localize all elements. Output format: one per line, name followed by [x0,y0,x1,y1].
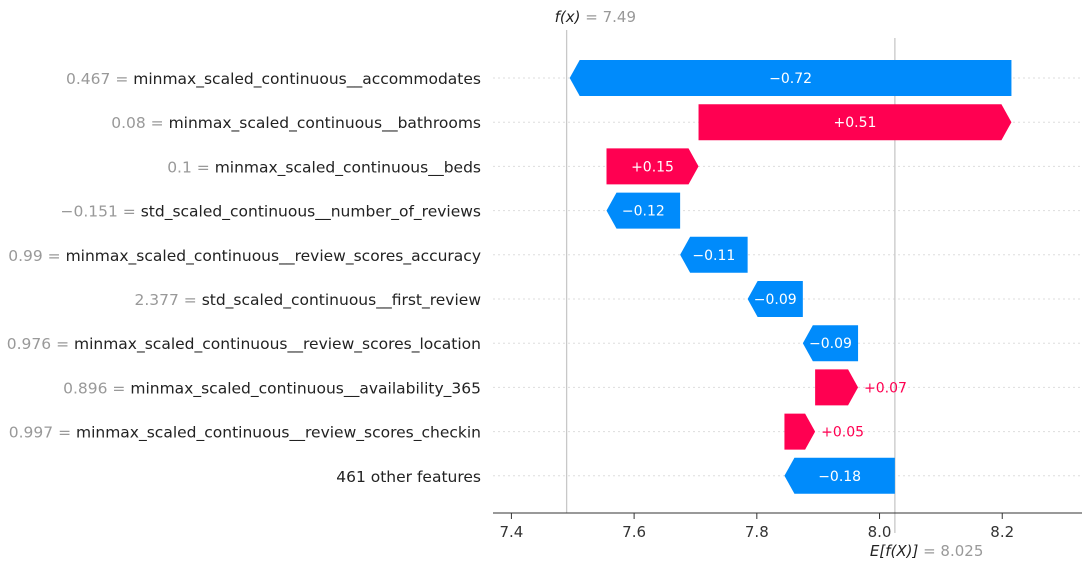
feature-label: 0.1 = minmax_scaled_continuous__beds [167,158,481,177]
bars: −0.72 +0.51 +0.15 −0.12 −0.11 −0.09 −0.09 +0.07… [569,60,1012,494]
feature-value: 0.99 = [8,247,65,265]
feature-name: minmax_scaled_continuous__review_scores_… [74,335,481,354]
efx-annotation: E[f(X)] = 8.025 [870,542,984,560]
efx-label: E[f(X)] [870,542,923,560]
x-tick-label: 8.2 [990,523,1014,541]
feature-value: 0.976 = [7,335,74,353]
bar-value-label: −0.12 [622,204,665,220]
bar-value-label: +0.05 [821,425,864,441]
feature-name: minmax_scaled_continuous__bathrooms [169,114,481,133]
feature-value: 2.377 = [134,291,201,309]
feature-label: 0.08 = minmax_scaled_continuous__bathroo… [111,114,481,133]
fx-label: f(x) [555,8,586,26]
bar-positive [698,104,1012,141]
bar-value-label: −0.09 [809,336,852,352]
efx-value: = 8.025 [923,542,983,560]
annotations: f(x) = 7.49 E[f(X)] = 8.025 [555,8,984,560]
feature-value: 0.1 = [167,158,215,176]
bar-value-label: +0.51 [834,115,877,131]
feature-value: −0.151 = [61,203,141,221]
feature-label: 0.976 = minmax_scaled_continuous__review… [7,335,481,354]
feature-name: std_scaled_continuous__first_review [202,291,482,310]
feature-name: minmax_scaled_continuous__review_scores_… [66,247,481,266]
feature-value: 0.467 = [66,70,133,88]
feature-label: 0.896 = minmax_scaled_continuous__availa… [63,379,481,398]
feature-name: minmax_scaled_continuous__accommodates [133,70,481,89]
feature-label: −0.151 = std_scaled_continuous__number_o… [61,203,481,222]
bar-value-label: −0.09 [754,292,797,308]
feature-labels: 0.467 = minmax_scaled_continuous__accomm… [7,70,482,486]
bar-positive [815,369,859,406]
fx-annotation: f(x) = 7.49 [555,8,636,26]
feature-name: std_scaled_continuous__number_of_reviews [141,203,481,222]
feature-name: 461 other features [336,468,481,486]
x-tick-label: 8.0 [868,523,892,541]
bar-value-label: −0.11 [692,248,735,264]
bar-value-label: −0.18 [818,469,861,485]
feature-label: 2.377 = std_scaled_continuous__first_rev… [134,291,481,310]
x-tick-label: 7.4 [499,523,523,541]
feature-name: minmax_scaled_continuous__review_scores_… [76,424,481,443]
x-tick-label: 7.6 [622,523,646,541]
feature-label: 461 other features [336,468,481,486]
fx-value: = 7.49 [585,8,636,26]
bar-value-label: +0.07 [864,380,907,396]
feature-name: minmax_scaled_continuous__beds [215,158,481,177]
bar-negative [569,60,1012,96]
bar-negative [680,236,748,273]
bar-negative [784,457,895,494]
feature-value: 0.997 = [9,424,76,442]
bar-negative [747,281,803,317]
x-axis: 7.4 7.6 7.8 8.0 8.2 [493,512,1082,541]
bar-value-label: −0.72 [769,71,812,87]
bar-positive [606,148,699,185]
feature-label: 0.467 = minmax_scaled_continuous__accomm… [66,70,481,89]
bar-positive [784,413,816,450]
feature-label: 0.99 = minmax_scaled_continuous__review_… [8,247,481,266]
feature-value: 0.896 = [63,379,130,397]
bar-negative [802,325,859,362]
bar-negative [606,192,681,229]
bar-value-label: +0.15 [631,159,674,175]
x-tick-label: 7.8 [745,523,769,541]
feature-value: 0.08 = [111,114,168,132]
feature-name: minmax_scaled_continuous__availability_3… [130,379,481,398]
feature-label: 0.997 = minmax_scaled_continuous__review… [9,424,481,443]
